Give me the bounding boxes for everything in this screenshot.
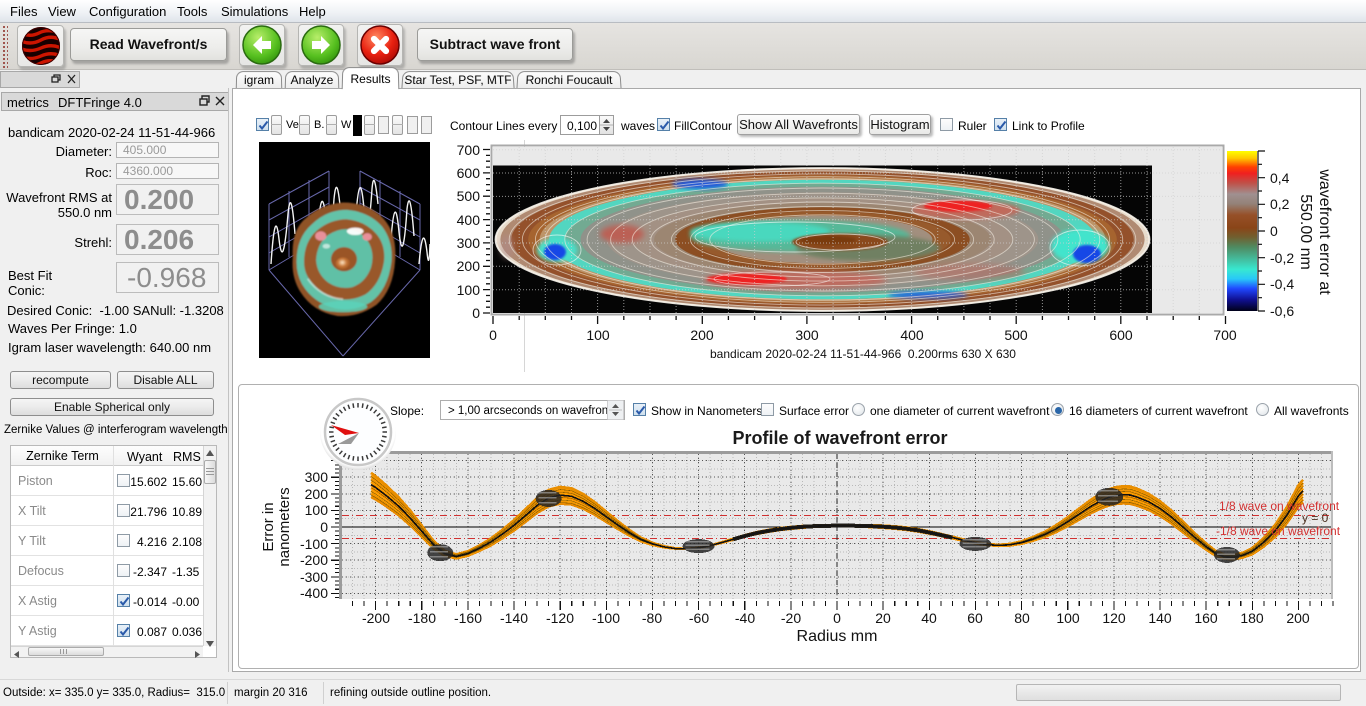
svg-text:0: 0 bbox=[489, 327, 497, 343]
svg-text:Radius mm: Radius mm bbox=[797, 628, 878, 645]
svg-text:120: 120 bbox=[1102, 610, 1126, 626]
svg-text:-140: -140 bbox=[500, 610, 528, 626]
svg-text:20: 20 bbox=[875, 610, 891, 626]
svg-text:-100: -100 bbox=[300, 536, 328, 552]
svg-text:-1/8 wave on wavefront: -1/8 wave on wavefront bbox=[1216, 524, 1341, 538]
svg-text:wavefront error at550.00 nm: wavefront error at550.00 nm bbox=[1297, 168, 1333, 295]
svg-text:500: 500 bbox=[457, 188, 481, 204]
svg-text:300: 300 bbox=[795, 327, 819, 343]
svg-text:-400: -400 bbox=[300, 585, 328, 601]
svg-text:0: 0 bbox=[1270, 223, 1278, 239]
svg-text:80: 80 bbox=[1014, 610, 1030, 626]
svg-text:60: 60 bbox=[967, 610, 983, 626]
svg-text:0: 0 bbox=[320, 519, 328, 535]
svg-text:160: 160 bbox=[1194, 610, 1218, 626]
svg-text:-0,6: -0,6 bbox=[1270, 303, 1294, 319]
svg-text:200: 200 bbox=[690, 327, 714, 343]
svg-text:-200: -200 bbox=[300, 552, 328, 568]
svg-text:-40: -40 bbox=[735, 610, 755, 626]
svg-text:-60: -60 bbox=[689, 610, 709, 626]
svg-text:400: 400 bbox=[457, 212, 481, 228]
svg-text:100: 100 bbox=[586, 327, 610, 343]
svg-text:100: 100 bbox=[1056, 610, 1080, 626]
svg-text:-200: -200 bbox=[362, 610, 390, 626]
svg-text:-100: -100 bbox=[592, 610, 620, 626]
svg-text:600: 600 bbox=[1109, 327, 1133, 343]
svg-text:-20: -20 bbox=[781, 610, 801, 626]
svg-text:-300: -300 bbox=[300, 569, 328, 585]
svg-text:1/8 wave on wavefront: 1/8 wave on wavefront bbox=[1219, 499, 1340, 513]
svg-text:700: 700 bbox=[1213, 327, 1237, 343]
svg-text:-180: -180 bbox=[408, 610, 436, 626]
svg-text:500: 500 bbox=[1004, 327, 1028, 343]
svg-text:-80: -80 bbox=[642, 610, 662, 626]
svg-text:-120: -120 bbox=[546, 610, 574, 626]
svg-text:100: 100 bbox=[457, 282, 481, 298]
svg-text:200: 200 bbox=[1286, 610, 1310, 626]
svg-text:-0,2: -0,2 bbox=[1270, 250, 1294, 266]
svg-text:Error innanometers: Error innanometers bbox=[260, 487, 293, 566]
svg-text:-0,4: -0,4 bbox=[1270, 276, 1294, 292]
svg-text:140: 140 bbox=[1148, 610, 1172, 626]
svg-text:-160: -160 bbox=[454, 610, 482, 626]
svg-text:400: 400 bbox=[900, 327, 924, 343]
svg-text:y = 0: y = 0 bbox=[1302, 511, 1329, 525]
svg-text:0,2: 0,2 bbox=[1270, 196, 1290, 212]
svg-text:180: 180 bbox=[1240, 610, 1264, 626]
svg-text:40: 40 bbox=[921, 610, 937, 626]
svg-text:0,4: 0,4 bbox=[1270, 170, 1290, 186]
svg-text:200: 200 bbox=[305, 486, 329, 502]
svg-text:600: 600 bbox=[457, 165, 481, 181]
svg-text:100: 100 bbox=[305, 502, 329, 518]
svg-text:0: 0 bbox=[833, 610, 841, 626]
svg-text:700: 700 bbox=[457, 142, 481, 158]
svg-text:300: 300 bbox=[457, 235, 481, 251]
svg-text:bandicam 2020-02-24 11-51-44-9: bandicam 2020-02-24 11-51-44-966 0.200rm… bbox=[710, 347, 1016, 361]
svg-text:300: 300 bbox=[305, 469, 329, 485]
svg-text:200: 200 bbox=[457, 258, 481, 274]
svg-text:0: 0 bbox=[472, 305, 480, 321]
